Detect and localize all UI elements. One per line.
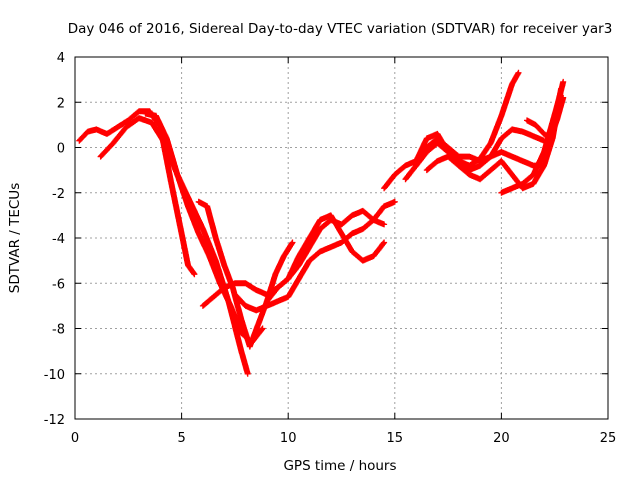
series-markers	[142, 110, 266, 346]
series-12	[498, 78, 567, 196]
y-tick-label: -4	[52, 232, 65, 247]
y-tick-label: 0	[57, 142, 65, 157]
y-tick-label: -12	[44, 413, 65, 428]
series-markers	[263, 212, 388, 305]
y-tick-label: 4	[57, 51, 65, 66]
x-tick-label: 20	[493, 431, 510, 446]
series-markers	[381, 69, 522, 192]
series-markers	[195, 198, 296, 350]
series-13	[524, 94, 567, 142]
x-tick-label: 0	[71, 431, 79, 446]
series-3	[142, 110, 266, 346]
x-axis-label: GPS time / hours	[283, 458, 396, 474]
y-tick-label: -8	[52, 323, 65, 338]
series-4	[195, 198, 296, 350]
series-8	[381, 69, 522, 192]
y-tick-label: 2	[57, 96, 65, 111]
x-tick-label: 25	[600, 431, 617, 446]
y-axis-label: SDTVAR / TECUs	[7, 183, 23, 293]
series-7	[263, 212, 388, 305]
x-tick-label: 5	[177, 431, 185, 446]
series-6	[231, 198, 398, 314]
x-tick-label: 10	[280, 431, 297, 446]
y-tick-label: -6	[52, 277, 65, 292]
x-tick-label: 15	[387, 431, 404, 446]
series-markers	[231, 198, 398, 314]
x-axis-ticks: 0 5 10 15 20 25	[71, 57, 616, 446]
data-points	[76, 69, 567, 377]
series-10	[413, 135, 547, 169]
series-markers	[524, 94, 567, 142]
y-axis-ticks: -12 -10 -8 -6 -4 -2 0 2 4	[44, 51, 608, 428]
y-tick-label: -2	[52, 187, 65, 202]
series-markers	[498, 78, 567, 196]
chart-title: Day 046 of 2016, Sidereal Day-to-day VTE…	[68, 21, 613, 37]
y-tick-label: -10	[44, 368, 65, 383]
series-markers	[413, 135, 547, 169]
